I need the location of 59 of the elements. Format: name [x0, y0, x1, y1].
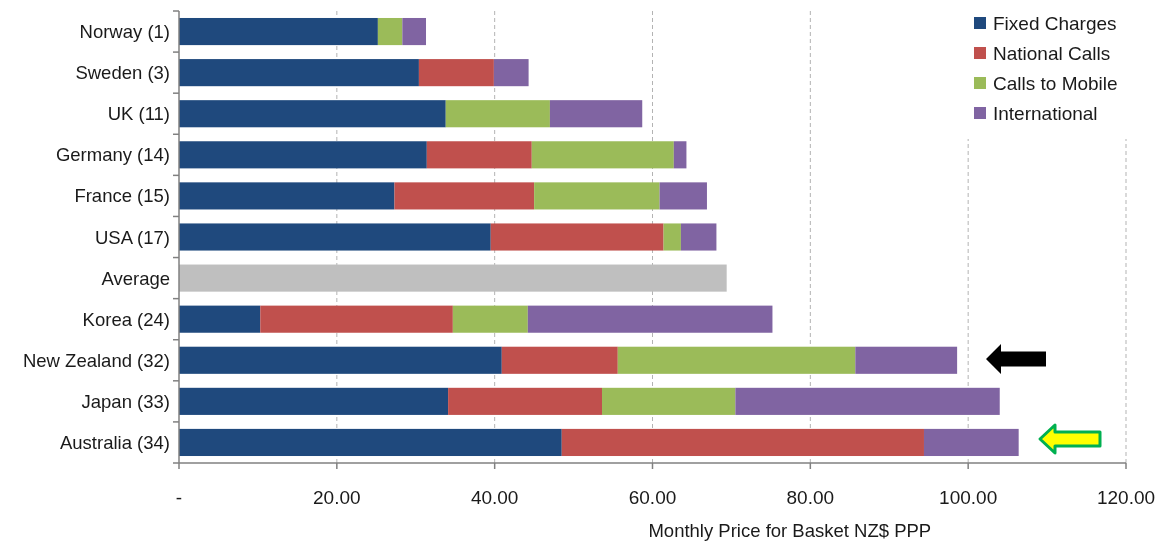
- bar: [659, 182, 707, 210]
- y-tick-label: Japan (33): [81, 390, 170, 412]
- bar: [448, 387, 602, 415]
- bar: [493, 59, 529, 87]
- y-tick-label: Average: [101, 267, 170, 289]
- bar: [923, 428, 1019, 457]
- bar: [179, 141, 427, 169]
- bar: [534, 182, 660, 210]
- bar: [601, 387, 736, 415]
- y-tick-label: USA (17): [94, 226, 170, 248]
- bar: [179, 428, 562, 457]
- bar: [617, 346, 856, 374]
- bar: [179, 59, 419, 87]
- bar: [673, 141, 687, 169]
- y-tick-label: Norway (1): [79, 21, 170, 43]
- x-tick-label: -: [175, 487, 183, 508]
- bar: [377, 17, 403, 46]
- bar: [549, 100, 643, 128]
- bar: [418, 59, 494, 87]
- x-tick-label: 60.00: [628, 487, 677, 508]
- bar: [179, 17, 378, 46]
- bar: [735, 387, 1000, 415]
- y-tick-label: Australia (34): [59, 431, 170, 453]
- bar: [260, 305, 453, 333]
- bar: [179, 346, 502, 374]
- legend-label: Fixed Charges: [993, 13, 1117, 34]
- y-tick-label: France (15): [74, 185, 170, 207]
- bar: [179, 387, 449, 415]
- x-tick-label: 40.00: [470, 487, 519, 508]
- y-tick-label: Sweden (3): [75, 62, 170, 84]
- bar: [179, 223, 491, 251]
- bar: [426, 141, 532, 169]
- y-tick-label: Korea (24): [82, 308, 170, 330]
- x-axis-title: Monthly Price for Basket NZ$ PPP: [648, 520, 932, 541]
- bar: [179, 182, 395, 210]
- bar: [452, 305, 528, 333]
- bar: [402, 17, 427, 46]
- bar: [855, 346, 958, 374]
- bar: [179, 305, 261, 333]
- x-tick-label: 100.00: [939, 487, 998, 508]
- bar: [501, 346, 618, 374]
- bar: [561, 428, 924, 457]
- x-tick-label: 20.00: [313, 487, 361, 508]
- bar: [663, 223, 681, 251]
- bar: [527, 305, 773, 333]
- x-tick-label: 80.00: [786, 487, 835, 508]
- y-tick-label: Germany (14): [55, 144, 170, 166]
- y-tick-label: UK (11): [107, 103, 170, 125]
- bar: [179, 100, 446, 128]
- bar: [531, 141, 674, 169]
- legend-label: International: [993, 103, 1098, 124]
- bar: [680, 223, 717, 251]
- bar: [445, 100, 550, 128]
- legend-label: National Calls: [993, 43, 1111, 64]
- x-tick-label: 120.00: [1096, 487, 1156, 508]
- bar: [490, 223, 664, 251]
- bar: [394, 182, 535, 210]
- legend-label: Calls to Mobile: [993, 73, 1118, 94]
- y-tick-label: New Zealand (32): [22, 349, 170, 371]
